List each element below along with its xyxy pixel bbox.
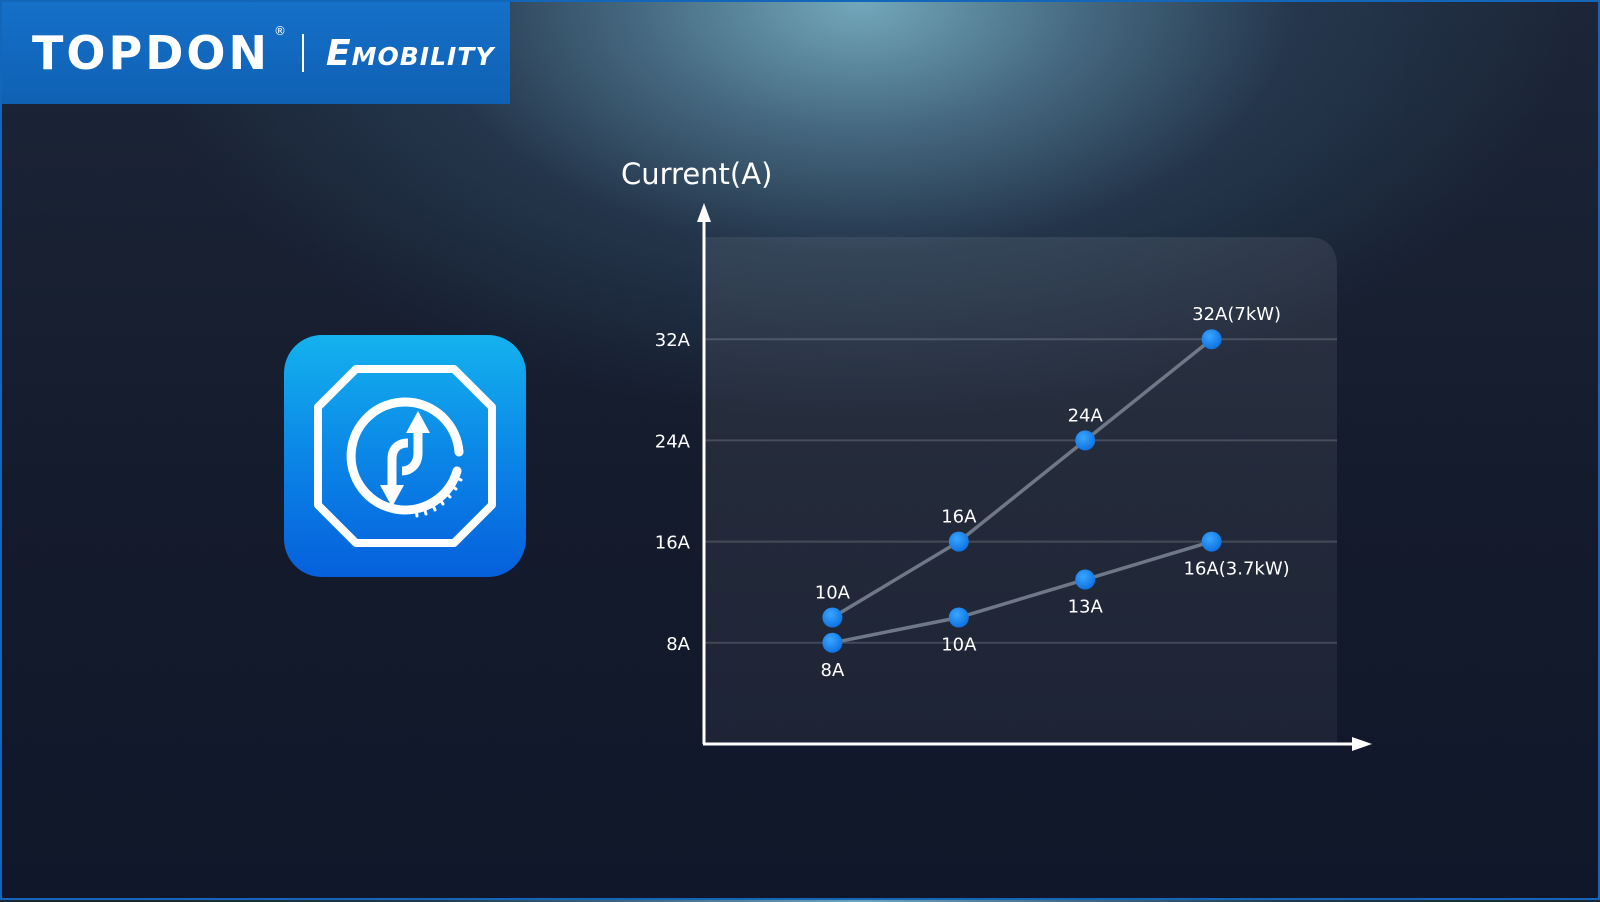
logo-text: TOPDON <box>32 26 270 80</box>
topdon-logo: TOPDON ® <box>32 24 286 80</box>
data-label: 13A <box>1068 597 1104 618</box>
data-point <box>1075 430 1096 451</box>
data-point <box>1075 569 1096 590</box>
charge-sync-app-icon <box>284 335 526 577</box>
emobility-logo: EMOBILITY <box>326 33 494 74</box>
data-point <box>948 607 969 628</box>
data-point <box>948 531 969 552</box>
y-tick-label: 16A <box>655 533 691 554</box>
x-axis-arrow <box>1352 737 1372 751</box>
series-line-1 <box>832 539 1213 645</box>
data-label: 16A <box>941 507 977 528</box>
data-point <box>1201 329 1222 350</box>
y-axis-arrow <box>697 203 711 222</box>
brand-divider <box>301 34 304 72</box>
y-tick-label: 32A <box>655 330 691 351</box>
data-point <box>822 607 843 628</box>
charge-sync-icon <box>314 365 496 547</box>
y-tick-label: 8A <box>666 634 690 655</box>
emobility-initial: E <box>325 32 352 74</box>
data-label: 32A(7kW) <box>1192 304 1281 325</box>
y-axis-title: Current(A) <box>621 157 772 191</box>
series-line-0 <box>831 337 1213 620</box>
data-point <box>822 632 843 653</box>
data-label: 24A <box>1068 405 1104 426</box>
data-point <box>1201 531 1222 552</box>
data-label: 8A <box>821 660 845 681</box>
data-label: 10A <box>815 583 851 604</box>
data-label: 16A(3.7kW) <box>1184 559 1290 580</box>
emobility-text: MOBILITY <box>351 41 495 71</box>
y-tick-label: 24A <box>655 431 691 452</box>
registered-mark: ® <box>273 24 286 38</box>
data-label: 10A <box>941 635 977 656</box>
brand-header: TOPDON ® EMOBILITY <box>2 2 510 104</box>
